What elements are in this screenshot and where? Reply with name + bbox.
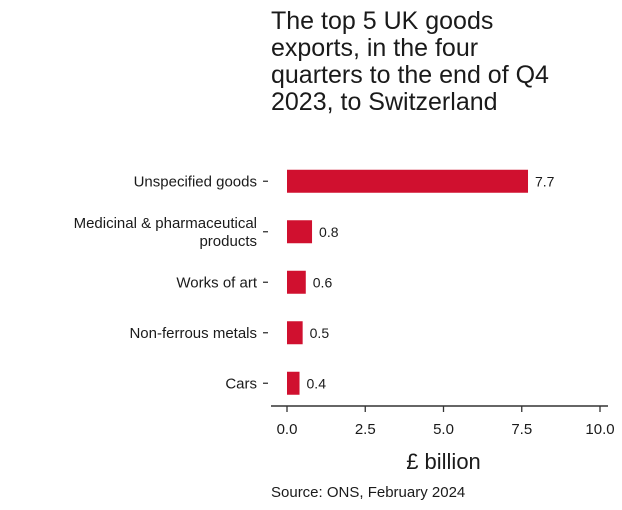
- bar: [287, 220, 313, 244]
- category-label: Cars: [225, 375, 257, 392]
- data-label: 0.6: [313, 274, 333, 290]
- x-axis-label: £ billion: [406, 449, 481, 474]
- data-label: 0.4: [307, 375, 327, 391]
- chart-title-line: The top 5 UK goods: [271, 7, 494, 35]
- x-tick-label: 2.5: [355, 421, 376, 438]
- chart-title-line: 2023, to Switzerland: [271, 88, 498, 116]
- chart-title: The top 5 UK goods exports, in the four …: [271, 8, 611, 116]
- x-tick-label: 5.0: [433, 421, 454, 438]
- bar: [287, 270, 306, 294]
- chart-title-line: exports, in the four: [271, 34, 479, 62]
- data-label: 7.7: [535, 173, 555, 189]
- bar: [287, 321, 303, 345]
- category-label: products: [199, 233, 257, 250]
- bar: [287, 169, 529, 193]
- chart-title-line: quarters to the end of Q4: [271, 61, 549, 89]
- x-tick-label: 7.5: [511, 421, 532, 438]
- category-label: Unspecified goods: [134, 173, 257, 190]
- category-label: Works of art: [176, 274, 257, 291]
- x-tick-label: 0.0: [277, 421, 298, 438]
- category-label: Medicinal & pharmaceutical: [74, 215, 257, 232]
- data-label: 0.8: [319, 224, 339, 240]
- x-tick-label: 10.0: [585, 421, 614, 438]
- source-note: Source: ONS, February 2024: [271, 484, 466, 501]
- category-label: Non-ferrous metals: [129, 325, 257, 342]
- data-label: 0.5: [310, 325, 330, 341]
- bar: [287, 371, 300, 395]
